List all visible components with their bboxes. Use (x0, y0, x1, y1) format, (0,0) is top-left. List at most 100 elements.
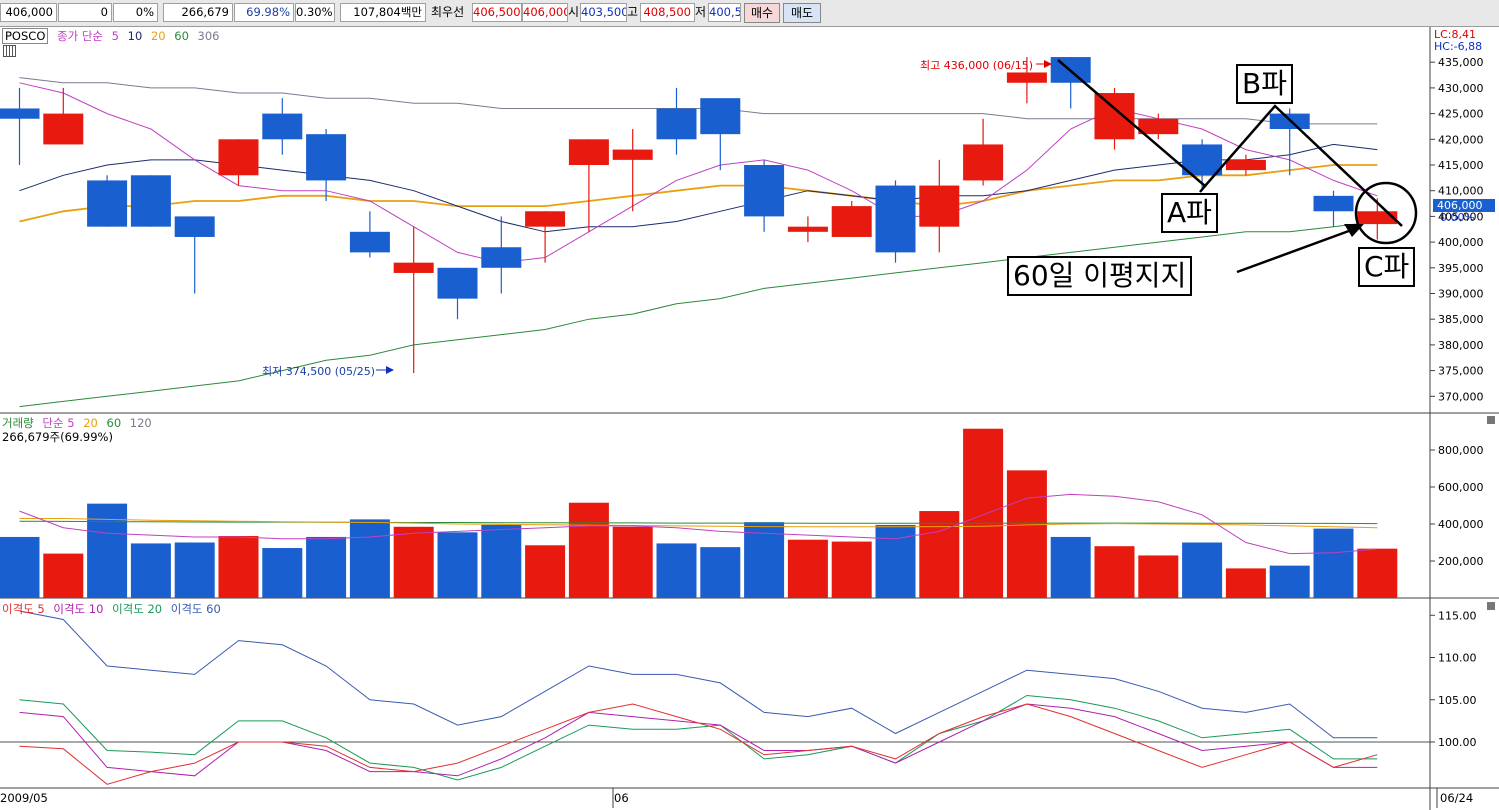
volume-bar (875, 524, 916, 598)
volume-ma20-line (19, 518, 1378, 529)
candlesticks (0, 57, 1398, 374)
a-label-connector (1199, 185, 1206, 193)
price-tick-label: 375,000 (1438, 365, 1484, 378)
candle-body (1006, 72, 1047, 83)
candle-body (174, 216, 215, 237)
volume-bar (393, 526, 434, 598)
ma20-line (19, 164, 1378, 223)
volume-tick-label: 200,000 (1438, 555, 1484, 568)
sell-button[interactable]: 매도 (783, 3, 821, 23)
high-arrow-icon (1044, 60, 1052, 68)
disparity20-legend: 이격도 20 (112, 602, 163, 616)
volume-bar (218, 536, 259, 598)
low-arrow-icon (386, 366, 394, 374)
high-label: 최고 436,000 (06/15) (920, 59, 1034, 72)
price-tick-label: 420,000 (1438, 133, 1484, 146)
low-cell: 400,500 (708, 3, 741, 22)
volume-bar (481, 524, 522, 598)
price-tick-label: 435,000 (1438, 56, 1484, 69)
trade-value-cell: 107,804백만 (340, 3, 426, 22)
volume-bar (656, 543, 697, 598)
volume-bar (1138, 555, 1179, 598)
candle-body (612, 149, 653, 160)
volume-info: 266,679주(69.99%) (2, 430, 113, 444)
volume-bar (1313, 528, 1354, 598)
disparity5-line (19, 703, 1378, 785)
volume-ma120-legend: 120 (129, 416, 152, 430)
volume-bar (306, 536, 347, 598)
wave-line (1057, 59, 1403, 227)
volume-tick-label: 400,000 (1438, 518, 1484, 531)
price-tick-label: 395,000 (1438, 262, 1484, 275)
volume-bar (700, 547, 741, 598)
volume-bar (1050, 536, 1091, 598)
volume-tick-label: 600,000 (1438, 481, 1484, 494)
quote-bar: 406,000 0 0% 266,679 69.98% 0.30% 107,80… (0, 0, 1499, 27)
volume-panel-close-icon[interactable] (1487, 416, 1495, 424)
grid-icon[interactable] (3, 45, 16, 57)
low-label: 최저 374,500 (05/25) (262, 365, 376, 378)
best-bid-cell: 406,000 (522, 3, 568, 22)
wave-annotation-lines (1057, 59, 1403, 274)
ma5-legend: 5 (111, 29, 119, 43)
b-wave-label: B파 (1236, 64, 1293, 104)
candle-body (919, 185, 960, 227)
volume-bars (0, 428, 1398, 598)
volume-bar (963, 428, 1004, 598)
price-tick-label: 405,000 (1438, 210, 1484, 223)
candle-body (130, 175, 171, 227)
support-label: 60일 이평지지 (1007, 256, 1193, 296)
volume-bar (568, 502, 609, 598)
buy-button[interactable]: 매수 (744, 3, 780, 23)
y-axis-ticks: 435,000 430,000 425,000 420,000 415,000 410,0… (1430, 56, 1484, 749)
volume-bar (262, 548, 303, 598)
volume-bar (787, 539, 828, 598)
volume-bar (87, 503, 128, 598)
volume-averages (19, 493, 1378, 555)
ma60-legend: 60 (174, 29, 189, 43)
current-price-label: 406,000 (1437, 199, 1483, 212)
candle-body (1138, 118, 1179, 135)
volume-bar (130, 543, 171, 598)
stock-name[interactable]: POSCO (2, 28, 49, 44)
open-label: 시 (568, 5, 580, 19)
disparity5-legend: 이격도 5 (2, 602, 45, 616)
candle-body (218, 139, 259, 176)
high-cell: 408,500 (640, 3, 695, 22)
ma5-line (19, 82, 1378, 264)
price-tick-label: 415,000 (1438, 159, 1484, 172)
volume-bar (1357, 548, 1398, 598)
candle-body (656, 108, 697, 140)
volume-bar (919, 511, 960, 598)
hc-value: HC:-6,88 (1434, 40, 1483, 53)
x-label-end: 06/24 (1440, 791, 1474, 805)
volume-bar (437, 532, 478, 598)
disparity-panel-close-icon[interactable] (1487, 602, 1495, 610)
low-label: 저 (695, 5, 707, 19)
current-change-label: 0.00% (1440, 211, 1475, 224)
disparity-tick-label: 110.00 (1438, 652, 1477, 665)
price-tick-label: 370,000 (1438, 390, 1484, 403)
candle-body (43, 113, 84, 145)
volume-legend: 거래량 단순 5 20 60 120 (2, 415, 157, 431)
candle-body (1357, 211, 1398, 225)
c-wave-arrow (1236, 226, 1358, 274)
disparity60-line (19, 610, 1378, 739)
x-label-mid: 06 (614, 791, 629, 805)
disparity-tick-label: 105.00 (1438, 694, 1477, 707)
best-ask-cell: 406,500 (472, 3, 522, 22)
change-cell: 0 (58, 3, 112, 22)
price-tick-label: 425,000 (1438, 108, 1484, 121)
x-label-start: 2009/05 (0, 791, 48, 805)
candle-body (262, 113, 303, 140)
price-tick-label: 380,000 (1438, 339, 1484, 352)
candle-body (875, 185, 916, 253)
volume-cell: 266,679 (163, 3, 233, 22)
ma306-legend: 306 (197, 29, 220, 43)
volume-bar (43, 553, 84, 598)
price-cell: 406,000 (0, 3, 57, 22)
ma60-line (19, 221, 1378, 408)
price-tick-label: 430,000 (1438, 82, 1484, 95)
candle-body (306, 134, 347, 181)
